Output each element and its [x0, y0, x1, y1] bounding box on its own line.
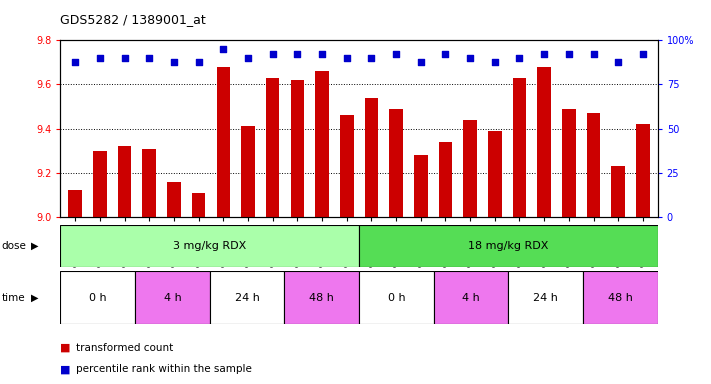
Point — [169, 58, 180, 65]
Text: 24 h: 24 h — [533, 293, 558, 303]
Text: time: time — [1, 293, 25, 303]
Bar — [538, 67, 551, 217]
Point — [612, 58, 624, 65]
Point — [292, 51, 303, 58]
Bar — [508, 271, 583, 324]
Point — [514, 55, 525, 61]
Text: 4 h: 4 h — [462, 293, 480, 303]
Text: dose: dose — [1, 241, 26, 251]
Bar — [217, 67, 230, 217]
Text: ▶: ▶ — [31, 293, 38, 303]
Bar — [60, 225, 359, 267]
Point — [341, 55, 353, 61]
Point — [267, 51, 279, 58]
Bar — [266, 78, 279, 217]
Bar — [359, 271, 434, 324]
Point — [242, 55, 254, 61]
Text: transformed count: transformed count — [76, 343, 173, 353]
Text: 0 h: 0 h — [89, 293, 107, 303]
Bar — [340, 115, 353, 217]
Bar — [291, 80, 304, 217]
Bar — [284, 271, 359, 324]
Bar — [167, 182, 181, 217]
Bar — [439, 142, 452, 217]
Bar — [434, 271, 508, 324]
Point — [588, 51, 599, 58]
Point — [218, 46, 229, 52]
Bar — [488, 131, 501, 217]
Text: ■: ■ — [60, 343, 75, 353]
Bar — [587, 113, 600, 217]
Point — [489, 58, 501, 65]
Text: percentile rank within the sample: percentile rank within the sample — [76, 364, 252, 374]
Text: 3 mg/kg RDX: 3 mg/kg RDX — [173, 241, 247, 251]
Bar — [118, 146, 132, 217]
Point — [390, 51, 402, 58]
Text: ▶: ▶ — [31, 241, 38, 251]
Point — [193, 58, 204, 65]
Text: 18 mg/kg RDX: 18 mg/kg RDX — [468, 241, 549, 251]
Bar — [93, 151, 107, 217]
Point — [538, 51, 550, 58]
Bar — [636, 124, 650, 217]
Point — [95, 55, 106, 61]
Bar — [464, 120, 477, 217]
Point — [415, 58, 427, 65]
Bar — [135, 271, 210, 324]
Bar — [513, 78, 526, 217]
Point — [316, 51, 328, 58]
Point — [365, 55, 377, 61]
Text: 4 h: 4 h — [164, 293, 181, 303]
Bar — [414, 155, 427, 217]
Point — [464, 55, 476, 61]
Bar — [241, 126, 255, 217]
Bar — [210, 271, 284, 324]
Bar — [359, 225, 658, 267]
Bar — [390, 109, 403, 217]
Text: 48 h: 48 h — [309, 293, 334, 303]
Bar — [68, 190, 82, 217]
Bar — [365, 98, 378, 217]
Text: GDS5282 / 1389001_at: GDS5282 / 1389001_at — [60, 13, 206, 26]
Text: ■: ■ — [60, 364, 75, 374]
Point — [70, 58, 81, 65]
Point — [563, 51, 574, 58]
Bar — [60, 271, 135, 324]
Text: 24 h: 24 h — [235, 293, 260, 303]
Bar — [583, 271, 658, 324]
Bar — [611, 166, 625, 217]
Text: 48 h: 48 h — [608, 293, 633, 303]
Point — [439, 51, 451, 58]
Text: 0 h: 0 h — [387, 293, 405, 303]
Bar — [315, 71, 328, 217]
Bar — [562, 109, 576, 217]
Point — [637, 51, 648, 58]
Bar — [192, 193, 205, 217]
Point — [119, 55, 130, 61]
Bar — [142, 149, 156, 217]
Point — [144, 55, 155, 61]
